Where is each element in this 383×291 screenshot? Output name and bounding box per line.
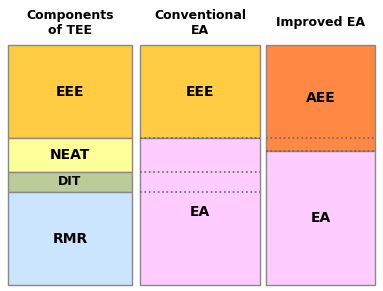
Text: EA: EA <box>311 211 331 225</box>
Text: RMR: RMR <box>52 232 88 246</box>
Bar <box>266 45 375 151</box>
Bar <box>8 138 132 172</box>
Bar <box>266 151 375 285</box>
Text: DIT: DIT <box>58 175 82 188</box>
Text: Components
of TEE: Components of TEE <box>26 8 114 37</box>
Bar <box>140 138 260 285</box>
Bar <box>140 45 260 138</box>
Text: EEE: EEE <box>186 85 214 99</box>
Bar <box>8 45 132 138</box>
Text: Improved EA: Improved EA <box>276 16 365 29</box>
Text: EA: EA <box>190 205 210 219</box>
Bar <box>8 192 132 285</box>
Text: Conventional
EA: Conventional EA <box>154 8 246 37</box>
Text: AEE: AEE <box>306 91 336 105</box>
Bar <box>8 172 132 192</box>
Text: NEAT: NEAT <box>50 148 90 162</box>
Text: EEE: EEE <box>56 85 84 99</box>
